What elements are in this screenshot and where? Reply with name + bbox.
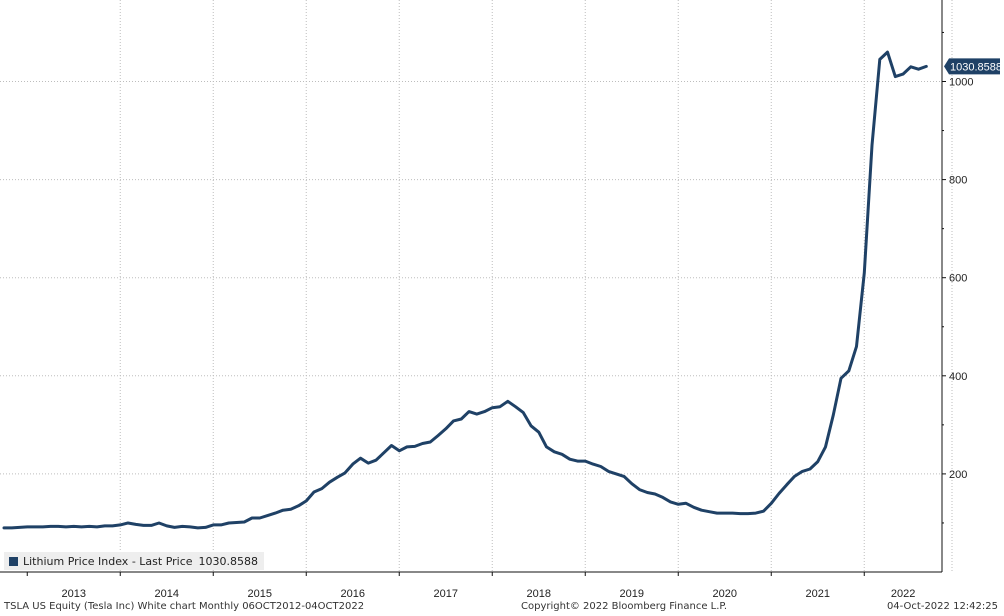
- x-tick-label: 2018: [527, 588, 551, 598]
- last-price-tag-text: 1030.8588: [950, 61, 1002, 73]
- x-tick-label: 2021: [806, 588, 830, 598]
- x-tick-label: 2019: [620, 588, 644, 598]
- axes: [0, 0, 943, 573]
- y-tick-label: 200: [949, 469, 967, 481]
- x-tick-label: 2013: [62, 588, 86, 598]
- x-tick-label: 2022: [891, 588, 915, 598]
- footer-copyright: Copyright© 2022 Bloomberg Finance L.P.: [521, 601, 728, 612]
- y-tick-label: 400: [949, 371, 967, 383]
- footer-security-info: TSLA US Equity (Tesla Inc) White chart M…: [4, 601, 365, 612]
- legend-label: Lithium Price Index - Last Price: [23, 554, 193, 568]
- footer-timestamp: 04-Oct-2022 12:42:25: [886, 601, 998, 612]
- line-chart: 2013 2014 2015 2016 2017 2018 2019 2020 2021 2022…: [0, 0, 1002, 598]
- last-price-tag-shape: [944, 58, 1000, 75]
- x-tick-label: 2020: [713, 588, 737, 598]
- footer: TSLA US Equity (Tesla Inc) White chart M…: [0, 598, 1004, 616]
- x-axis-ticks: 2013 2014 2015 2016 2017 2018 2019 2020 2021 2022: [26, 572, 915, 598]
- y-tick-label: 800: [949, 175, 967, 187]
- x-tick-label: 2016: [341, 588, 365, 598]
- series-group: [2, 50, 928, 530]
- x-tick-label: 2015: [248, 588, 272, 598]
- y-axis-ticks: 200 400 600 800 1000: [942, 31, 973, 524]
- legend: Lithium Price Index - Last Price 1030.85…: [4, 552, 265, 570]
- legend-swatch: [9, 556, 18, 566]
- grid-lines: [0, 0, 953, 572]
- legend-value: 1030.8588: [198, 554, 259, 568]
- y-tick-label: 1000: [949, 77, 973, 89]
- x-tick-label: 2017: [434, 588, 458, 598]
- series-line-lithium-price-index: [2, 50, 928, 530]
- last-price-tag: 1030.8588: [944, 58, 1002, 75]
- x-tick-label: 2014: [155, 588, 179, 598]
- y-tick-label: 600: [949, 273, 967, 285]
